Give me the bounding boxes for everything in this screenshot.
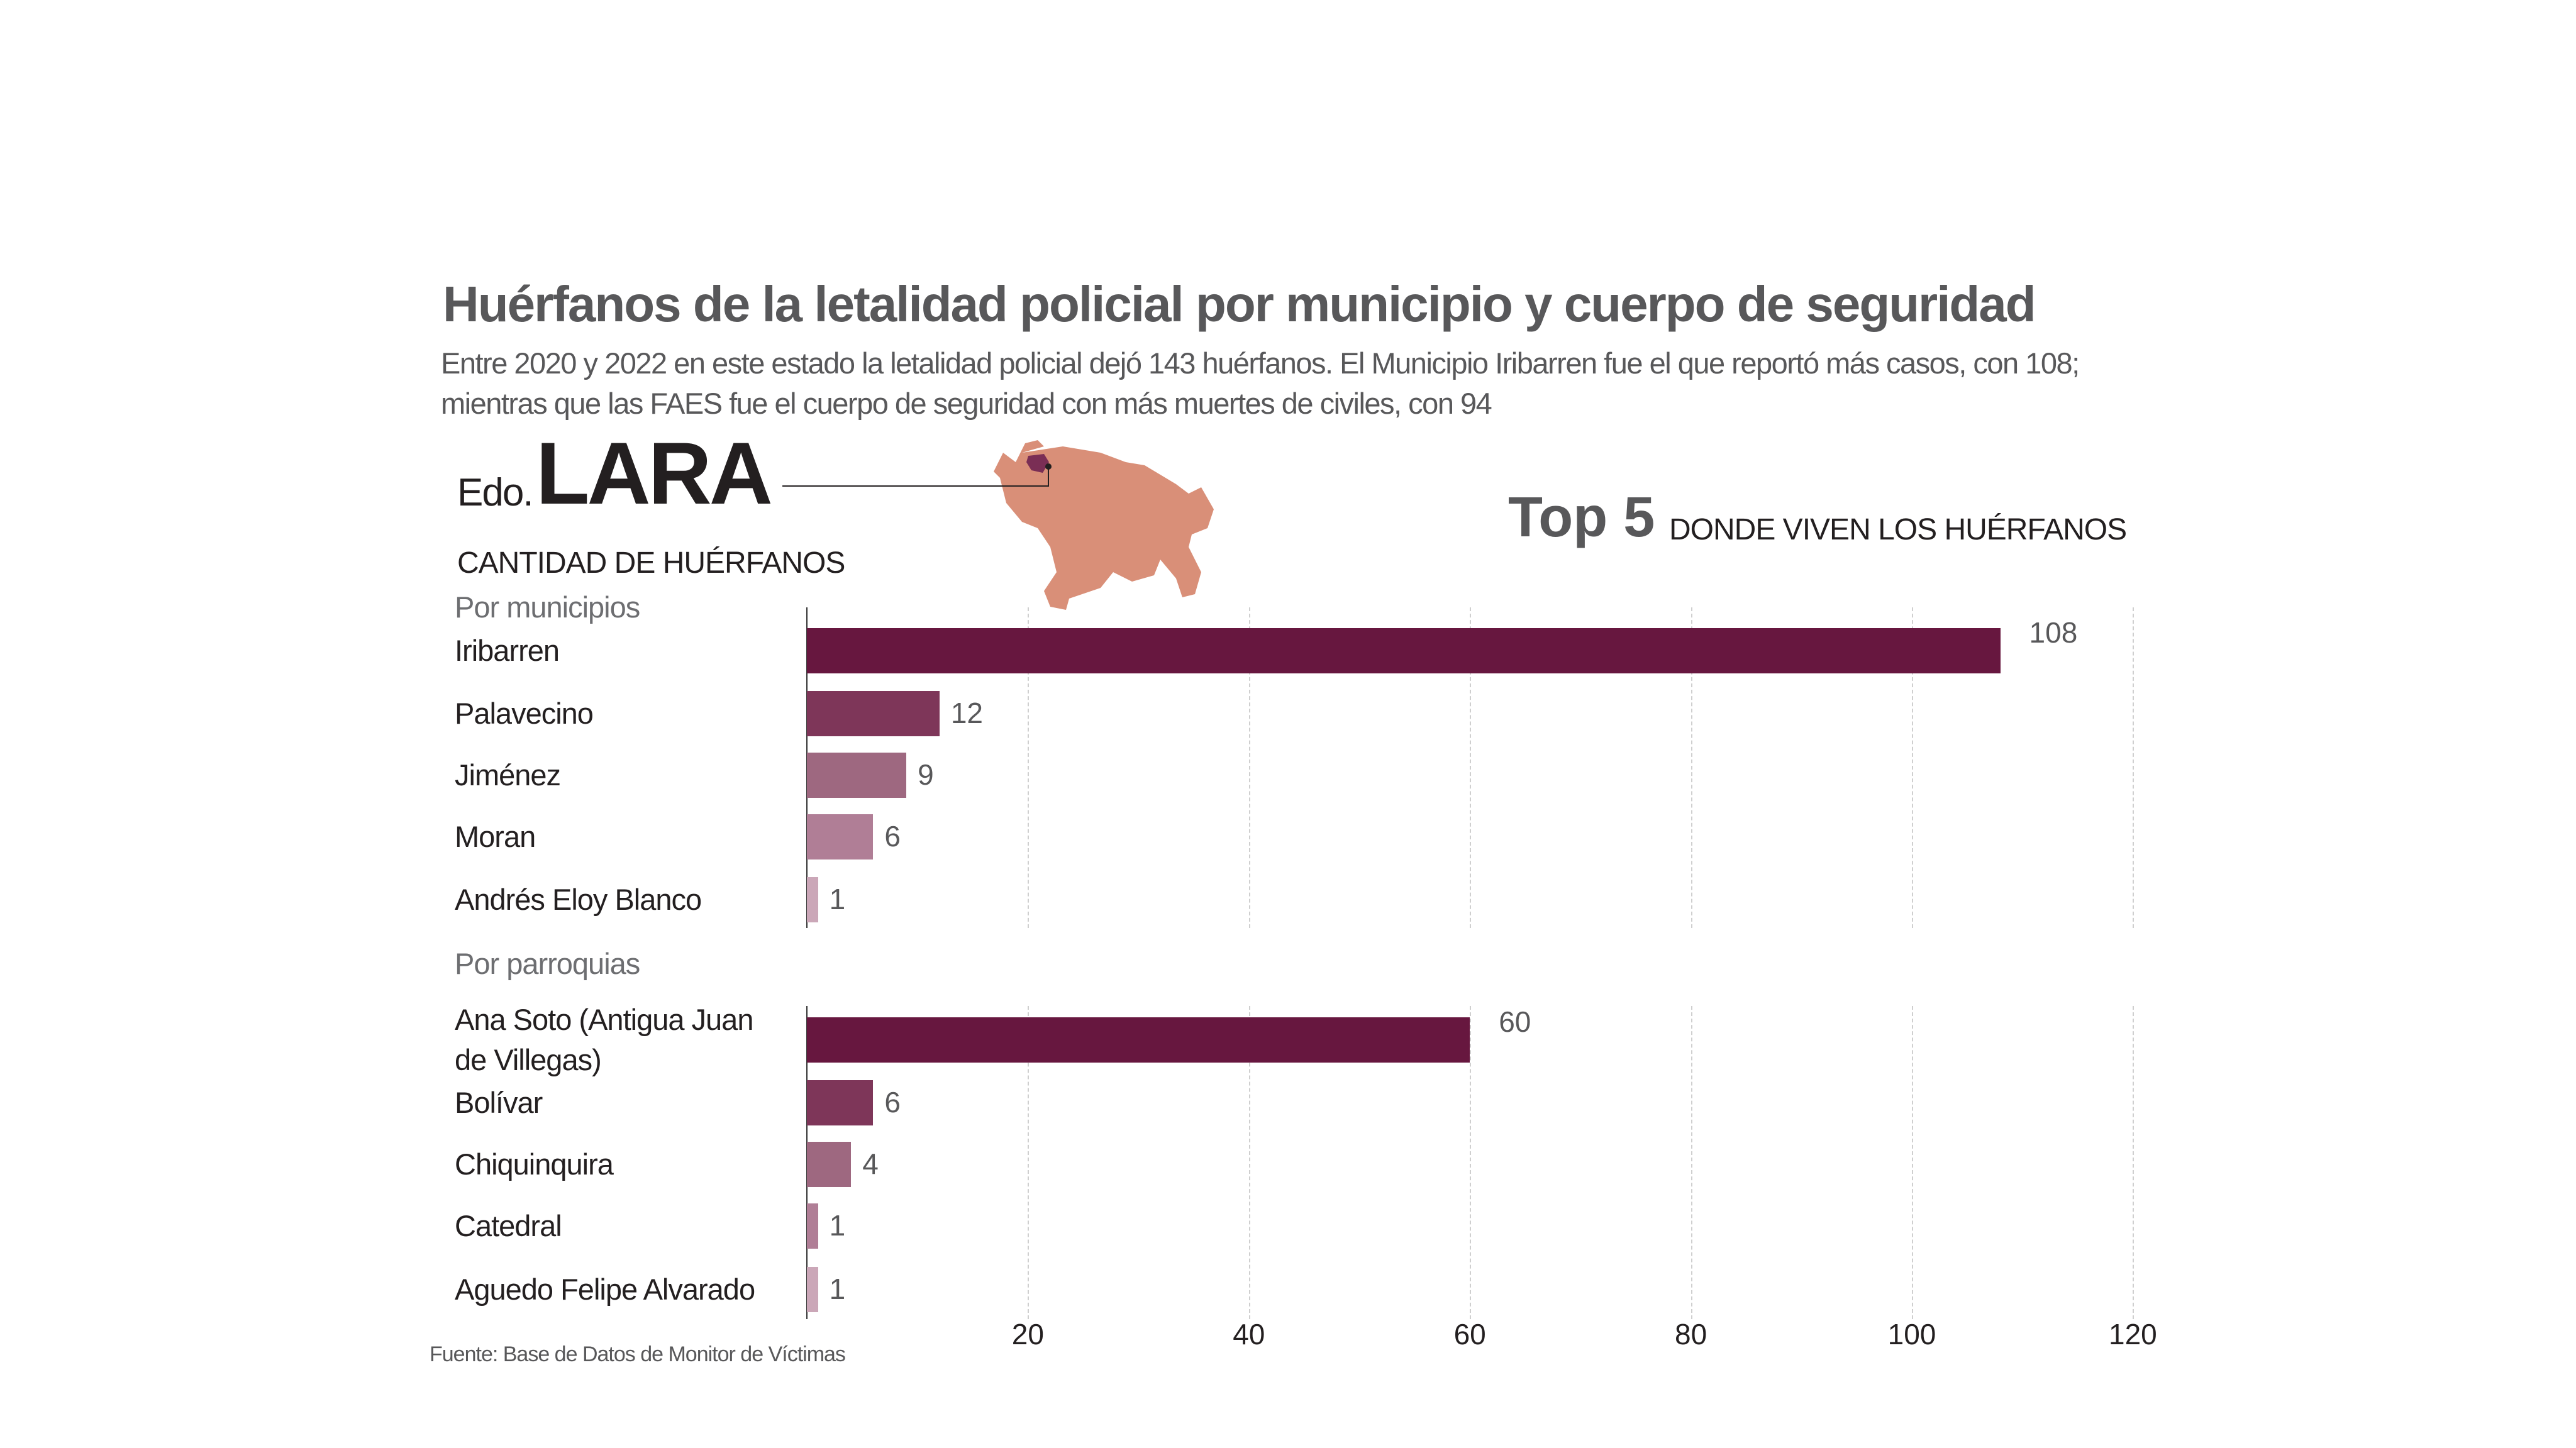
venezuela-map-icon [782,440,1214,610]
bar[interactable] [807,1080,874,1125]
bar[interactable] [807,691,940,736]
subtitle-line-1: Entre 2020 y 2022 en este estado la leta… [441,346,2080,380]
state-prefix: Edo. [457,471,534,514]
gridline [1028,1006,1030,1319]
gridline [2133,1006,2135,1319]
gridline [1248,607,1250,928]
top5-label: Top 5 [1508,486,1655,549]
category-label: Moran [455,820,536,853]
gridline [1690,607,1692,928]
bar-value-label: 60 [1499,1005,1531,1038]
bar[interactable] [807,1203,818,1249]
bar[interactable] [807,1017,1470,1063]
category-label: Bolívar [455,1086,543,1119]
category-label: Iribarren [455,634,560,667]
measure-label: CANTIDAD DE HUÉRFANOS [457,546,845,580]
bar[interactable] [807,814,874,859]
category-label: Palavecino [455,697,594,730]
category-label: Jiménez [455,758,561,792]
bar-value-label: 9 [918,758,934,791]
venezuela-map-shape [994,440,1214,610]
bar-value-label: 6 [884,820,901,853]
state-name: LARA [536,424,773,522]
x-tick-label: 100 [1887,1318,1936,1351]
x-tick-label: 40 [1233,1318,1265,1351]
source-note: Fuente: Base de Datos de Monitor de Víct… [430,1342,846,1366]
bar-value-label: 1 [829,1209,846,1242]
category-label: Aguedo Felipe Alvarado [455,1273,755,1306]
bar-value-label: 4 [862,1147,879,1180]
gridline [1470,1006,1472,1319]
x-tick-label: 20 [1011,1318,1044,1351]
gridline [1690,1006,1692,1319]
x-tick-label: 120 [2109,1318,2157,1351]
gridline [1912,607,1913,928]
gridline [1912,1006,1913,1319]
bar-value-label: 1 [829,883,846,915]
group-title-parroquias: Por parroquias [455,947,640,980]
gridline [1470,607,1472,928]
bar-value-label: 6 [884,1086,901,1119]
category-label: Andrés Eloy Blanco [455,883,702,916]
bar-value-label: 108 [2029,616,2078,649]
gridline [2133,607,2135,928]
x-tick-label: 60 [1453,1318,1486,1351]
bar-value-label: 1 [829,1273,846,1305]
lara-state-shape [1026,454,1049,473]
gridline [1248,1006,1250,1319]
gridline [1028,607,1030,928]
category-label: Chiquinquira [455,1147,614,1181]
category-label: Ana Soto (Antigua Juan de Villegas) [455,1003,753,1076]
callout-dot [1045,463,1052,470]
bar-value-label: 12 [950,697,983,729]
bar[interactable] [807,1142,852,1187]
x-tick-label: 80 [1675,1318,1707,1351]
subtitle-line-2: mientras que las FAES fue el cuerpo de s… [441,387,1492,420]
category-label: Catedral [455,1209,562,1242]
bar[interactable] [807,628,2001,673]
chart-title: Huérfanos de la letalidad policial por m… [443,276,2036,332]
bar[interactable] [807,1267,818,1312]
bar[interactable] [807,753,907,798]
top5-sublabel: DONDE VIVEN LOS HUÉRFANOS [1669,513,2127,546]
callout-line [782,467,1049,487]
group-title-municipios: Por municipios [455,590,640,624]
bar[interactable] [807,877,818,922]
